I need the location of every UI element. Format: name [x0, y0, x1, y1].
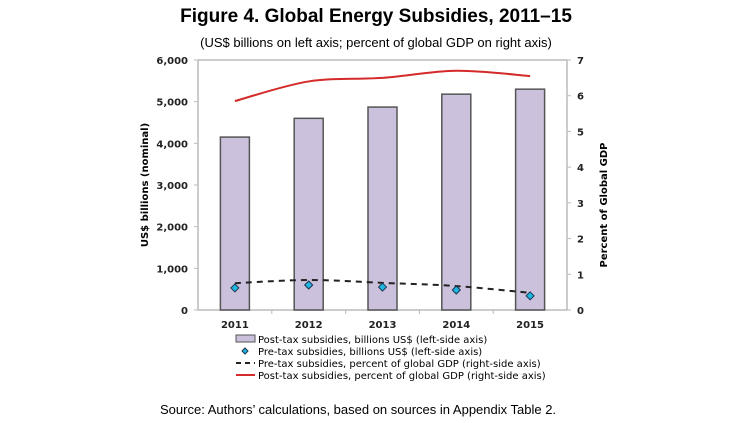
legend-label: Post-tax subsidies, percent of global GD…	[258, 371, 546, 382]
y-tick-label-left: 1,000	[156, 264, 188, 275]
source-note: Source: Authors’ calculations, based on …	[160, 402, 557, 417]
y-tick-label-right: 6	[577, 92, 584, 103]
line-post-tax-percent-gdp	[234, 69, 531, 103]
bar-post-tax-2015	[514, 88, 546, 311]
y-tick-label-right: 7	[577, 56, 584, 67]
marker-pre-tax-2012	[303, 280, 314, 290]
y-tick-label-right: 4	[577, 163, 584, 174]
y-tick-label-left: 0	[181, 306, 188, 317]
legend-label: Pre-tax subsidies, billions US$ (left-si…	[258, 347, 482, 358]
legend-label: Pre-tax subsidies, percent of global GDP…	[258, 359, 541, 370]
y-tick-label-right: 5	[577, 127, 584, 138]
x-tick-label: 2011	[221, 320, 249, 331]
legend: Post-tax subsidies, billions US$ (left-s…	[235, 334, 546, 382]
x-tick-label: 2013	[369, 320, 397, 331]
y-tick-label-left: 6,000	[156, 56, 188, 67]
markers-group	[230, 280, 535, 301]
y-tick-label-left: 5,000	[156, 98, 188, 109]
bar-post-tax-2014	[441, 93, 472, 311]
bars-group	[219, 88, 546, 311]
chart-title: Figure 4. Global Energy Subsidies, 2011–…	[180, 6, 572, 27]
y-tick-label-left: 3,000	[156, 181, 188, 192]
x-tick-label: 2015	[516, 320, 544, 331]
marker-pre-tax-2014	[451, 285, 462, 295]
y-tick-label-right: 2	[577, 235, 584, 246]
y-axis-right-title: Percent of Global GDP	[599, 143, 610, 268]
chart-subtitle: (US$ billions on left axis; percent of g…	[200, 35, 552, 50]
labels-group: 0 1,000 2,000 3,000 4,000 5,000 6,000 0 1 2 3 4 5 6 7 2…	[156, 56, 584, 331]
legend-label: Post-tax subsidies, billions US$ (left-s…	[258, 335, 487, 346]
legend-swatch-bar	[235, 334, 256, 343]
x-tick-label: 2012	[295, 320, 323, 331]
bar-post-tax-2012	[293, 117, 324, 311]
y-tick-label-right: 3	[577, 199, 584, 210]
y-tick-label-left: 4,000	[156, 139, 188, 150]
y-tick-label-left: 2,000	[156, 223, 188, 234]
bar-post-tax-2011	[219, 136, 251, 311]
y-axis-left-title: US$ billions (nominal)	[140, 123, 151, 247]
marker-pre-tax-2013	[377, 282, 388, 292]
x-tick-label: 2014	[442, 320, 470, 331]
y-tick-label-right: 1	[577, 270, 584, 281]
marker-pre-tax-2015	[525, 291, 535, 301]
legend-swatch-diamond	[241, 347, 249, 355]
marker-pre-tax-2011	[230, 283, 240, 293]
y-tick-label-right: 0	[577, 306, 584, 317]
bar-post-tax-2013	[367, 106, 398, 311]
